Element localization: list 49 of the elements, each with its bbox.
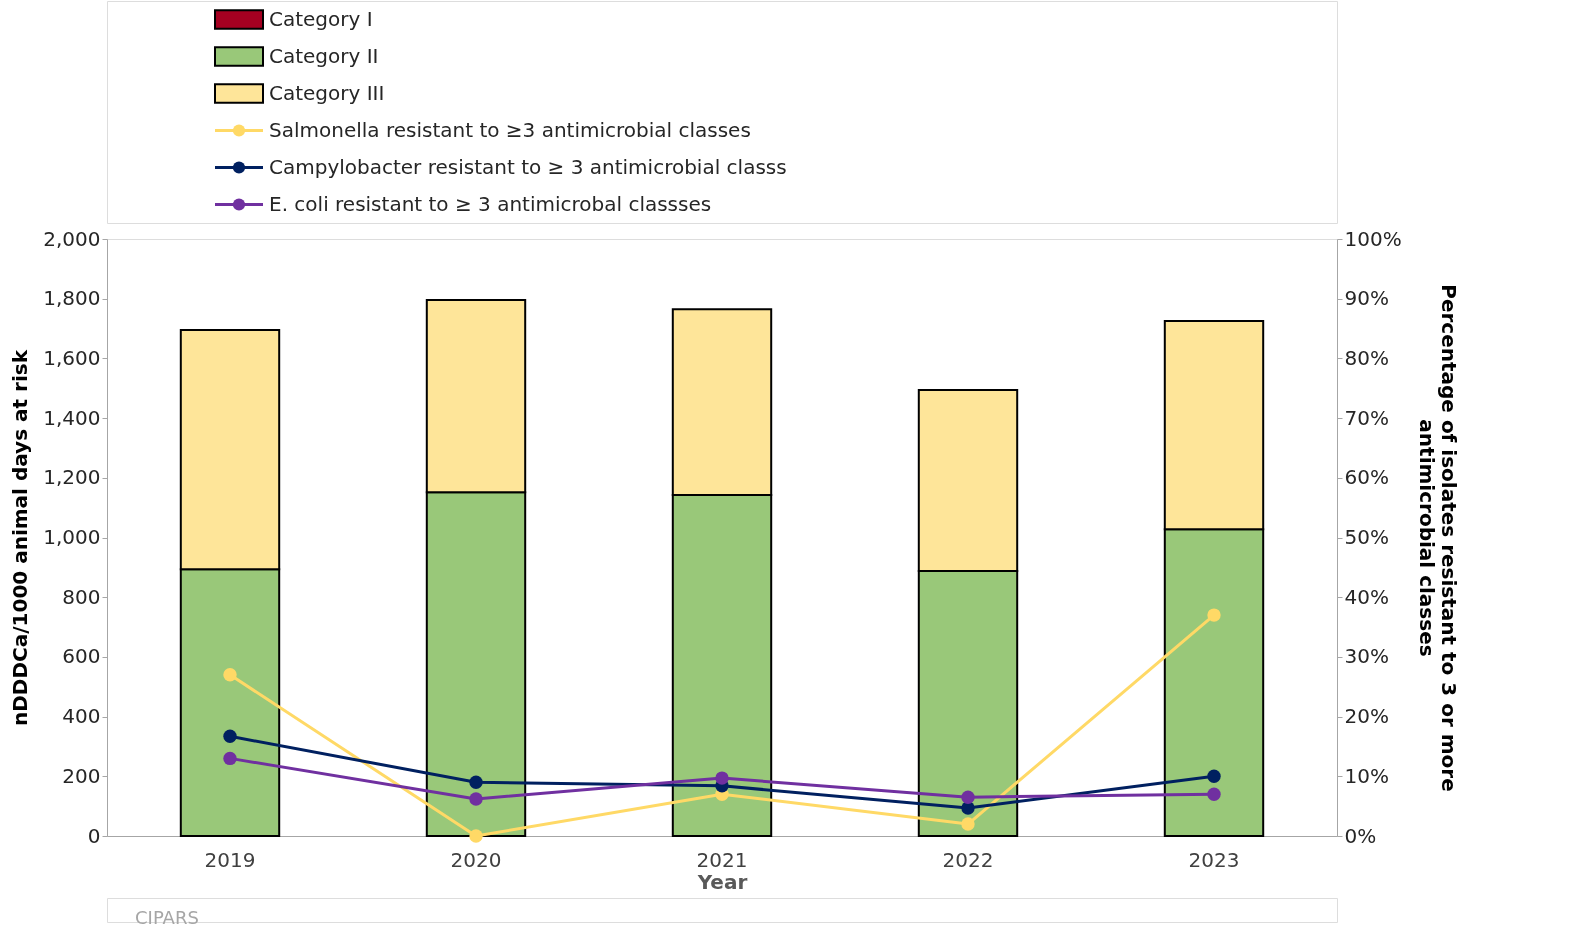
point — [961, 790, 975, 804]
y2-tick-label: 70% — [1344, 405, 1389, 430]
x-tick-label: 2019 — [204, 847, 256, 872]
y-tick-label: 600 — [62, 644, 101, 669]
y-tick-label: 400 — [62, 704, 101, 729]
y-tick-label: 0 — [87, 823, 101, 848]
y2-tick-label: 40% — [1344, 584, 1389, 609]
y2-tick-label: 20% — [1344, 704, 1389, 729]
y-tick-label: 1,800 — [43, 286, 101, 311]
y2-tick-label: 30% — [1344, 644, 1389, 669]
y-tick-label: 1,600 — [43, 345, 101, 370]
legend-label: Salmonella resistant to ≥3 antimicrobial classes — [269, 117, 751, 142]
text: CIPARS — [135, 907, 199, 928]
y2-tick-label: 50% — [1344, 525, 1389, 549]
x-tick-label: 2021 — [696, 847, 748, 872]
point — [1207, 769, 1221, 783]
legend-label: Category II — [269, 43, 379, 68]
point — [1207, 787, 1221, 801]
point — [469, 792, 483, 806]
y-tick-label: 2,000 — [43, 226, 101, 251]
point — [223, 668, 237, 682]
y2-tick-label: 80% — [1344, 345, 1389, 370]
point — [961, 817, 975, 831]
y-tick-label: 1,400 — [43, 405, 101, 430]
y2-tick-label: 90% — [1344, 286, 1389, 311]
y2-tick-label: 100% — [1344, 226, 1402, 251]
x-tick-label: 2023 — [1188, 847, 1240, 872]
legend-label: Campylobacter resistant to ≥ 3 antimicrobial classs — [269, 154, 787, 179]
y-tick-label: 800 — [62, 584, 101, 609]
x-axis-title: Year — [696, 869, 748, 894]
point — [1207, 608, 1221, 622]
x-tick-label: 2020 — [450, 847, 502, 872]
y-tick-label: 1,200 — [43, 465, 101, 490]
y2-tick-label: 0% — [1344, 823, 1377, 848]
y-axis-title: nDDDCa/1000 animal days at risk — [8, 349, 33, 726]
point — [223, 729, 237, 743]
y-tick-label: 1,000 — [43, 525, 101, 549]
legend-label: Category III — [269, 80, 385, 105]
x-tick-label: 2022 — [942, 847, 994, 872]
legend-label: E. coli resistant to ≥ 3 antimicrobal classses — [269, 191, 712, 216]
point — [469, 829, 483, 843]
point — [223, 751, 237, 766]
y-tick-label: 200 — [62, 763, 101, 788]
point — [469, 775, 483, 789]
legend-label: Category I — [269, 6, 373, 31]
y2-tick-label: 10% — [1344, 763, 1389, 788]
point — [715, 771, 729, 785]
y2-tick-label: 60% — [1344, 465, 1389, 490]
y2-axis-title: Percentage of isolates resistant to 3 or more antimicrobial classes — [1414, 284, 1461, 792]
